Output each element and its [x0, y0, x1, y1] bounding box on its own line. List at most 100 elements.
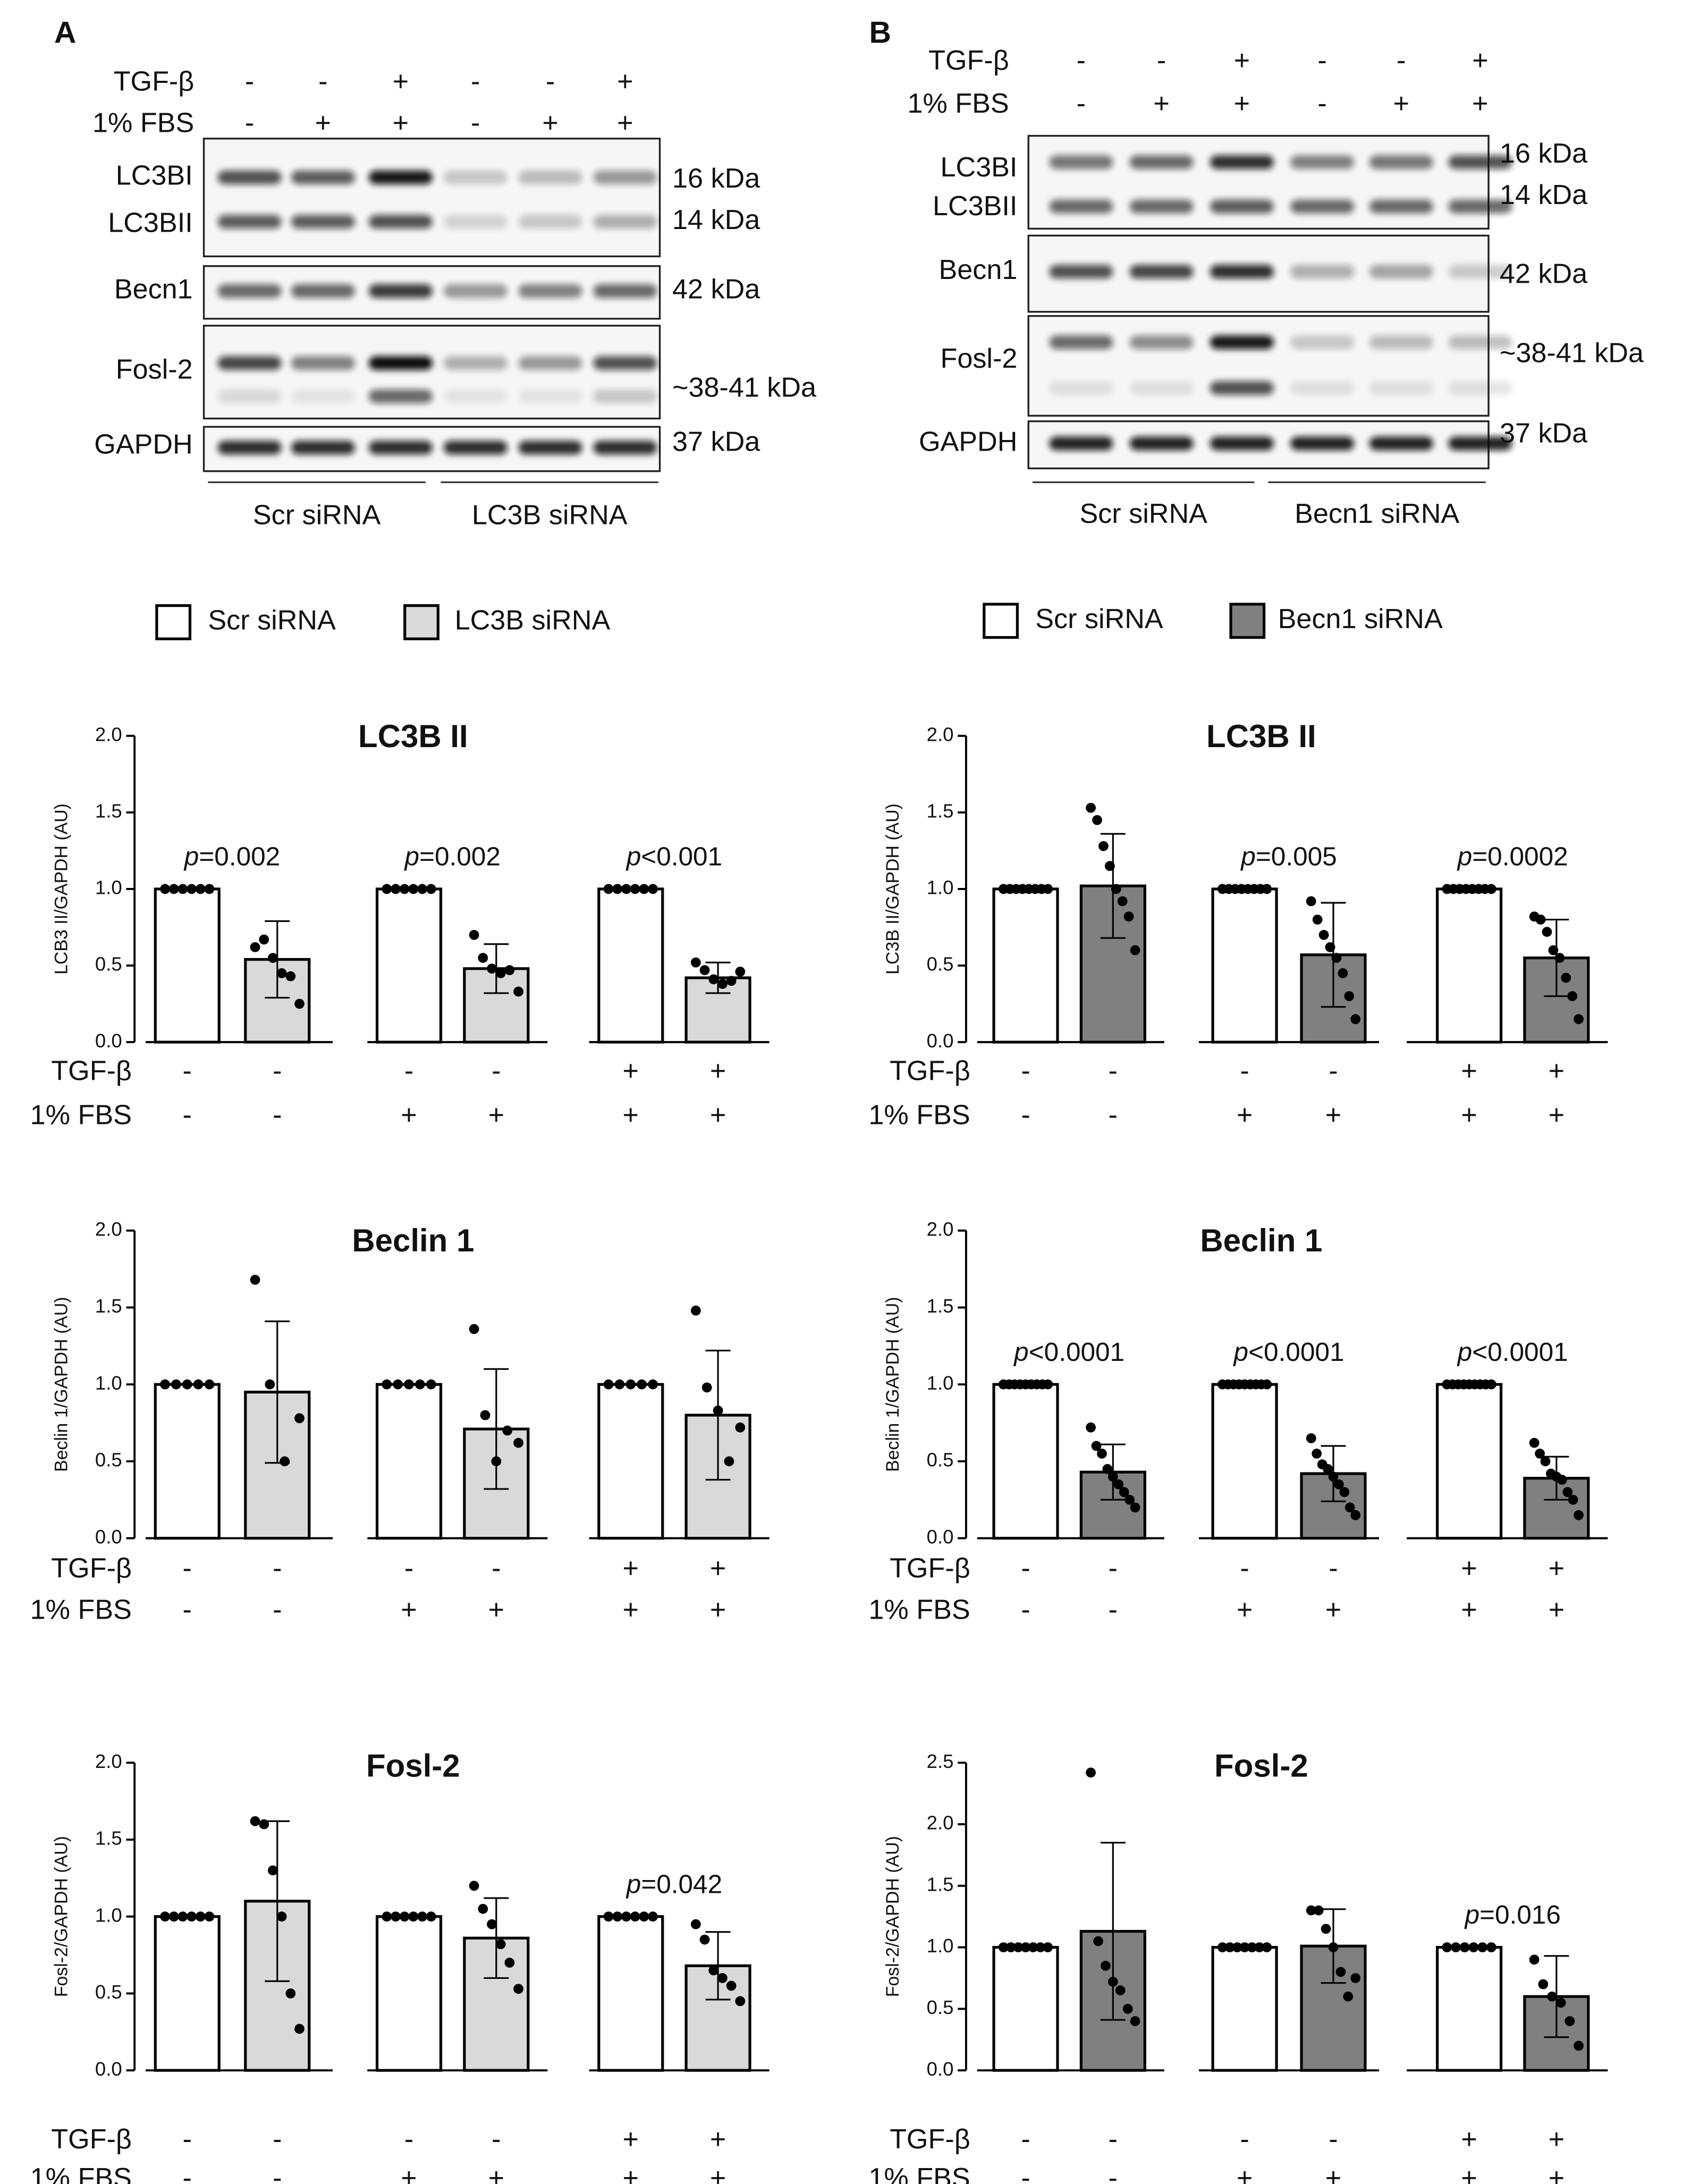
- data-point: [259, 1819, 269, 1830]
- blot-band: [1290, 335, 1355, 350]
- condition-sign: -: [273, 1553, 282, 1584]
- bar: [992, 1945, 1059, 2072]
- data-point: [603, 1911, 614, 1922]
- condition-sign: -: [492, 1553, 501, 1584]
- data-point: [280, 1456, 290, 1467]
- data-point: [1123, 911, 1134, 922]
- group-label: Becn1 siRNA: [1295, 498, 1459, 529]
- condition-sign: -: [1021, 1595, 1030, 1626]
- data-point: [1548, 945, 1559, 955]
- condition-label: 1% FBS: [868, 1595, 970, 1626]
- condition-sign: -: [1317, 88, 1326, 119]
- condition-label: 1% FBS: [868, 2163, 970, 2184]
- y-tick-label: 1.0: [95, 1904, 122, 1926]
- condition-sign: -: [471, 107, 480, 138]
- p-value: p<0.0001: [1457, 1338, 1568, 1367]
- chart-title: Fosl-2: [366, 1748, 460, 1783]
- legend-swatch: [1229, 603, 1266, 639]
- data-point: [491, 1456, 502, 1467]
- data-point: [1232, 1942, 1242, 1952]
- condition-sign: -: [273, 1055, 282, 1086]
- bar: [375, 887, 443, 1044]
- condition-sign: -: [1021, 2163, 1030, 2184]
- blot-band: [443, 284, 508, 298]
- blot-band: [1290, 436, 1355, 451]
- data-point: [1567, 991, 1578, 1002]
- blot-label: Fosl-2: [116, 354, 193, 385]
- blot-box: [202, 325, 661, 420]
- data-point: [1247, 1942, 1257, 1952]
- data-point: [1262, 884, 1272, 894]
- data-point: [1102, 1464, 1113, 1474]
- condition-sign: -: [245, 107, 254, 138]
- data-point: [724, 1456, 734, 1467]
- data-point: [717, 1973, 728, 1983]
- data-point: [1107, 1977, 1118, 1987]
- data-point: [1562, 1487, 1573, 1497]
- data-point: [1345, 1502, 1355, 1513]
- condition-sign: +: [1461, 1595, 1477, 1626]
- data-point: [1542, 927, 1552, 937]
- data-point: [504, 965, 515, 976]
- condition-sign: -: [404, 1055, 413, 1086]
- data-point: [1574, 1014, 1584, 1025]
- data-point: [294, 998, 305, 1009]
- blot-band: [593, 215, 657, 229]
- condition-sign: +: [488, 2163, 504, 2184]
- y-tick-label: 0.0: [95, 1030, 122, 1052]
- data-point: [1312, 915, 1323, 925]
- data-point: [998, 1942, 1009, 1952]
- condition-sign: +: [617, 66, 633, 97]
- bar: [1435, 1383, 1503, 1540]
- data-point: [1486, 1942, 1496, 1952]
- bar: [375, 1383, 443, 1540]
- data-point: [1343, 1991, 1354, 2002]
- chart-title: Beclin 1: [352, 1223, 474, 1258]
- molecular-weight: 37 kDa: [672, 426, 760, 457]
- data-point: [382, 1379, 392, 1390]
- blot-band: [593, 170, 657, 184]
- data-point: [699, 965, 710, 976]
- blot-band: [217, 389, 282, 403]
- blot-band: [1448, 199, 1512, 214]
- data-point: [1529, 1954, 1540, 1965]
- blot-band: [217, 215, 282, 229]
- data-point: [603, 884, 614, 894]
- data-point: [648, 884, 658, 894]
- condition-label: TGF-β: [890, 1553, 970, 1584]
- condition-label: 1% FBS: [868, 1100, 970, 1131]
- data-point: [1113, 1479, 1124, 1489]
- condition-sign: -: [1021, 1553, 1030, 1584]
- data-point: [478, 1903, 488, 1914]
- blot-band: [1210, 381, 1274, 395]
- blot-label: GAPDH: [94, 429, 192, 460]
- y-axis-label: Fosl-2/GAPDH (AU): [883, 1836, 903, 1997]
- data-point: [513, 1984, 523, 1994]
- data-point: [480, 1410, 491, 1420]
- data-point: [1574, 2041, 1584, 2051]
- data-point: [690, 1305, 701, 1316]
- condition-sign: +: [1237, 2163, 1253, 2184]
- y-tick-label: 2.0: [927, 723, 954, 745]
- condition-sign: +: [1461, 1055, 1477, 1086]
- chart-title: Beclin 1: [1200, 1223, 1322, 1258]
- condition-sign: +: [1461, 1100, 1477, 1131]
- data-point: [1568, 1494, 1578, 1505]
- data-point: [1097, 1449, 1107, 1459]
- condition-sign: +: [617, 107, 633, 138]
- bar: [154, 1383, 221, 1540]
- condition-sign: +: [1461, 2163, 1477, 2184]
- blot-band: [1448, 265, 1512, 279]
- condition-label: TGF-β: [928, 45, 1009, 76]
- condition-sign: -: [1109, 1553, 1118, 1584]
- y-tick-label: 1.5: [927, 800, 954, 822]
- data-point: [195, 884, 206, 894]
- data-point: [1239, 1942, 1250, 1952]
- condition-sign: -: [1021, 1100, 1030, 1131]
- data-point: [612, 1911, 623, 1922]
- data-point: [1344, 991, 1355, 1002]
- blot-band: [291, 215, 355, 229]
- p-value: p=0.016: [1464, 1900, 1560, 1929]
- blot-band: [368, 441, 433, 455]
- data-point: [187, 1911, 197, 1922]
